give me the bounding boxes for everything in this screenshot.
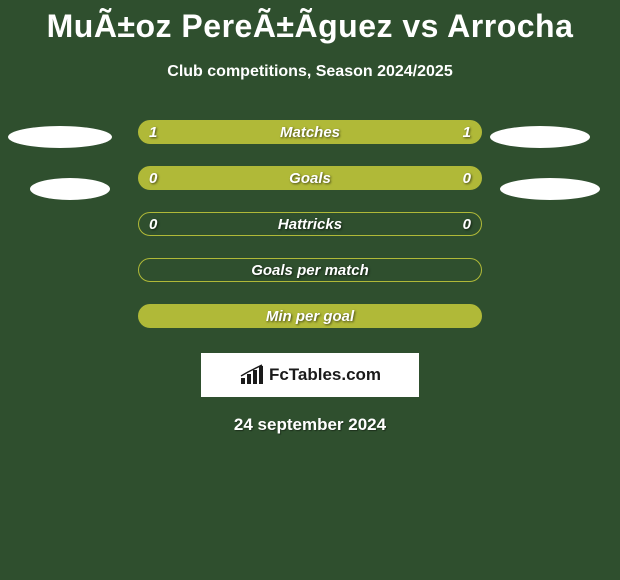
logo: FcTables.com bbox=[239, 364, 381, 386]
player-ellipse-left bbox=[8, 126, 112, 148]
stat-label: Min per goal bbox=[266, 308, 354, 325]
comparison-row: 0 Hattricks 0 bbox=[0, 201, 620, 247]
player-ellipse-right bbox=[490, 126, 590, 148]
logo-text: FcTables.com bbox=[269, 365, 381, 385]
stat-value-left: 1 bbox=[149, 124, 157, 141]
comparison-row: Goals per match bbox=[0, 247, 620, 293]
date-text: 24 september 2024 bbox=[0, 415, 620, 435]
stat-value-left: 0 bbox=[149, 216, 157, 233]
stat-value-right: 0 bbox=[463, 216, 471, 233]
stat-bar: Goals per match bbox=[138, 258, 482, 282]
bar-chart-icon bbox=[239, 364, 265, 386]
stat-value-left: 0 bbox=[149, 170, 157, 187]
stat-value-right: 0 bbox=[463, 170, 471, 187]
stat-label: Goals per match bbox=[251, 262, 369, 279]
stat-value-right: 1 bbox=[463, 124, 471, 141]
stat-label: Hattricks bbox=[278, 216, 342, 233]
comparison-row: Min per goal bbox=[0, 293, 620, 339]
stat-label: Matches bbox=[280, 124, 340, 141]
stat-bar: 0 Hattricks 0 bbox=[138, 212, 482, 236]
subtitle: Club competitions, Season 2024/2025 bbox=[0, 63, 620, 81]
player-ellipse-left bbox=[30, 178, 110, 200]
stat-bar: 0 Goals 0 bbox=[138, 166, 482, 190]
stat-label: Goals bbox=[289, 170, 331, 187]
page-title: MuÃ±oz PereÃ±Ãguez vs Arrocha bbox=[0, 0, 620, 45]
player-ellipse-right bbox=[500, 178, 600, 200]
stat-bar: 1 Matches 1 bbox=[138, 120, 482, 144]
logo-box: FcTables.com bbox=[201, 353, 419, 397]
stat-bar: Min per goal bbox=[138, 304, 482, 328]
